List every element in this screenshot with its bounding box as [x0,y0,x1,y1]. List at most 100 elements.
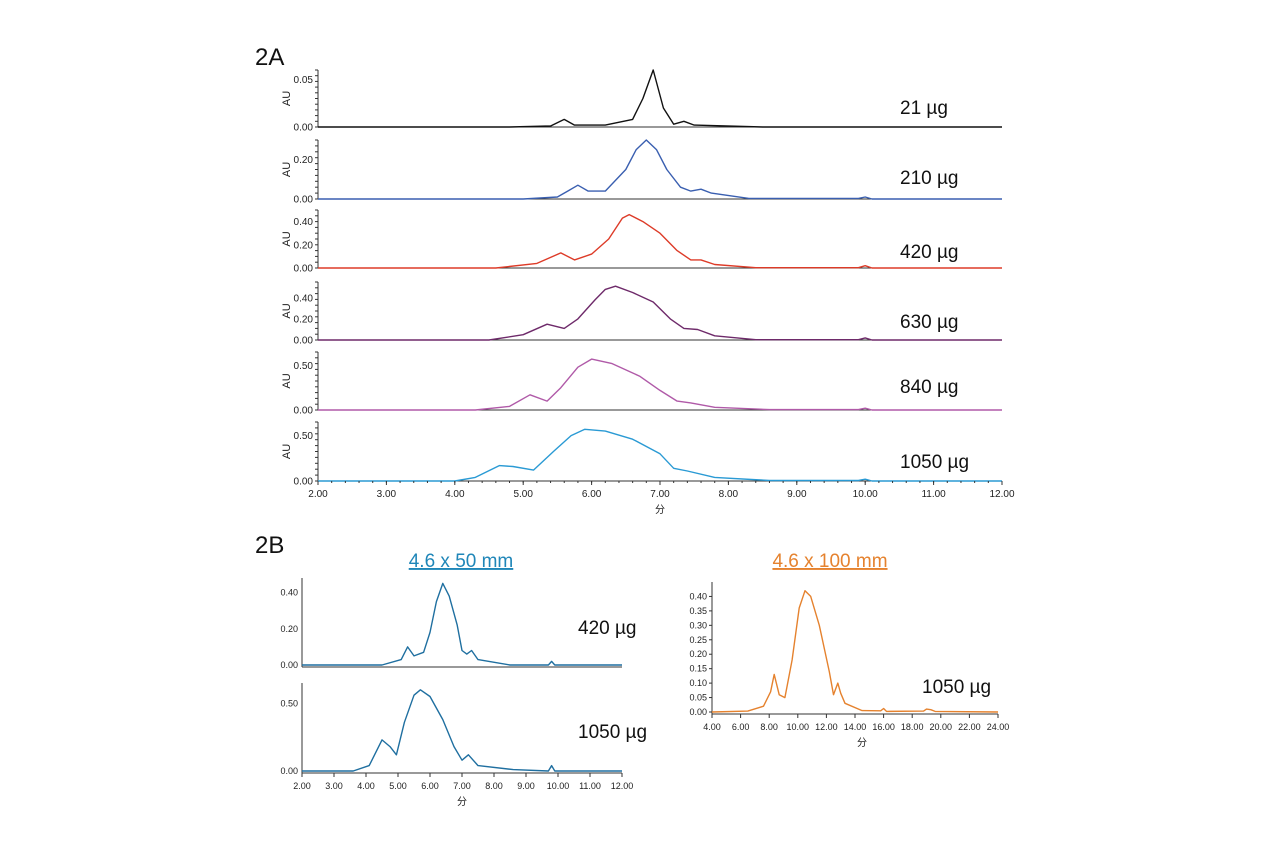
y-tick-label: 0.20 [280,624,298,634]
y-tick-label: 0.20 [294,155,314,166]
y-tick-label: 0.00 [294,195,314,206]
y-tick-label: 0.05 [689,693,707,703]
y-axis-label: AU [281,162,293,177]
chromatogram-trace [318,213,1002,269]
chromatogram-trace [711,590,999,713]
x-tick-label: 12.00 [815,722,838,732]
x-tick-label: 16.00 [872,722,895,732]
sample-amount-label: 420 µg [900,242,959,263]
y-tick-label: 0.00 [689,707,707,717]
chromatogram-trace [318,285,1002,341]
y-axis-label: AU [281,91,293,106]
sample-amount-label: 1050 µg [900,452,969,473]
x-tick-label: 8.00 [485,781,503,791]
x-tick-label: 6.00 [582,489,602,500]
sample-amount-label: 1050 µg [578,722,647,743]
y-tick-label: 0.00 [294,264,314,275]
x-tick-label: 12.00 [989,489,1014,500]
y-tick-label: 0.00 [294,406,314,417]
x-tick-label: 2.00 [293,781,311,791]
y-tick-label: 0.40 [689,591,707,601]
sample-amount-label: 21 µg [900,98,948,119]
chromatogram-trace [302,582,622,666]
y-tick-label: 0.50 [294,361,314,372]
x-tick-label: 7.00 [650,489,670,500]
x-tick-label: 14.00 [844,722,867,732]
x-tick-label: 9.00 [787,489,807,500]
x-tick-label: 3.00 [325,781,343,791]
sample-amount-label: 420 µg [578,618,637,639]
x-tick-label: 7.00 [453,781,471,791]
y-tick-label: 0.50 [280,698,298,708]
y-tick-label: 0.00 [280,660,298,670]
y-tick-label: 0.20 [689,649,707,659]
x-axis-label: 分 [857,737,867,749]
x-tick-label: 20.00 [930,722,953,732]
x-tick-label: 5.00 [389,781,407,791]
y-tick-label: 0.20 [294,314,314,325]
x-tick-label: 4.00 [357,781,375,791]
y-tick-label: 0.10 [689,678,707,688]
x-tick-label: 4.00 [445,489,465,500]
x-tick-label: 10.00 [853,489,878,500]
y-tick-label: 0.30 [689,620,707,630]
x-tick-label: 8.00 [760,722,778,732]
x-tick-label: 2.00 [308,489,328,500]
panel-2b-50mm-chromatograms: 0.00 0.20 0.40 420 µg 0.00 0.50 1050 µg 2.00 3.0… [280,578,647,808]
y-tick-label: 0.25 [689,635,707,645]
sample-amount-label: 840 µg [900,377,959,398]
x-tick-label: 18.00 [901,722,924,732]
y-tick-label: 0.00 [294,336,314,347]
trace-panel-0: 0.00 0.20 0.40 420 µg [280,578,637,670]
y-tick-label: 0.40 [294,293,314,304]
y-tick-label: 0.00 [294,123,314,134]
x-tick-label: 6.00 [732,722,750,732]
sample-amount-label: 1050 µg [922,677,991,698]
sample-amount-label: 210 µg [900,168,959,189]
x-tick-label: 24.00 [987,722,1010,732]
sample-amount-label: 630 µg [900,312,959,333]
y-axis-label: AU [281,303,293,318]
y-tick-label: 0.50 [294,431,314,442]
column-50mm-title: 4.6 x 50 mm [409,551,514,572]
chromatogram-trace [318,428,1002,482]
panel-label-2a: 2A [255,44,284,71]
x-tick-label: 8.00 [719,489,739,500]
y-tick-label: 0.00 [294,477,314,488]
x-tick-label: 12.00 [611,781,634,791]
x-axis-label: 分 [457,796,467,808]
y-tick-label: 0.40 [280,588,298,598]
y-tick-label: 0.40 [294,217,314,228]
y-tick-label: 0.20 [294,240,314,251]
x-tick-label: 11.00 [579,781,601,791]
column-100mm-title: 4.6 x 100 mm [772,551,887,572]
x-tick-label: 10.00 [547,781,570,791]
chromatogram-trace [318,69,1002,128]
x-tick-label: 10.00 [787,722,810,732]
y-tick-label: 0.15 [689,664,707,674]
y-axis-label: AU [281,231,293,246]
x-axis-label: 分 [655,504,665,516]
y-axis-label: AU [281,444,293,459]
panel-label-2b: 2B [255,532,284,559]
x-tick-label: 11.00 [921,489,946,500]
y-axis-label: AU [281,373,293,388]
chromatogram-trace [318,358,1002,411]
x-tick-label: 4.00 [703,722,721,732]
panel-2b-100mm-chromatogram: 0.00 0.05 0.10 0.15 0.20 0.25 0.30 0.35 0.40 1050… [689,582,1009,749]
x-tick-label: 22.00 [958,722,981,732]
trace-panel-1: 0.00 0.50 1050 µg [280,683,647,776]
y-tick-label: 0.05 [294,75,314,86]
x-tick-label: 9.00 [517,781,535,791]
chromatogram-trace [318,139,1002,200]
y-tick-label: 0.00 [280,766,298,776]
x-tick-label: 5.00 [513,489,533,500]
